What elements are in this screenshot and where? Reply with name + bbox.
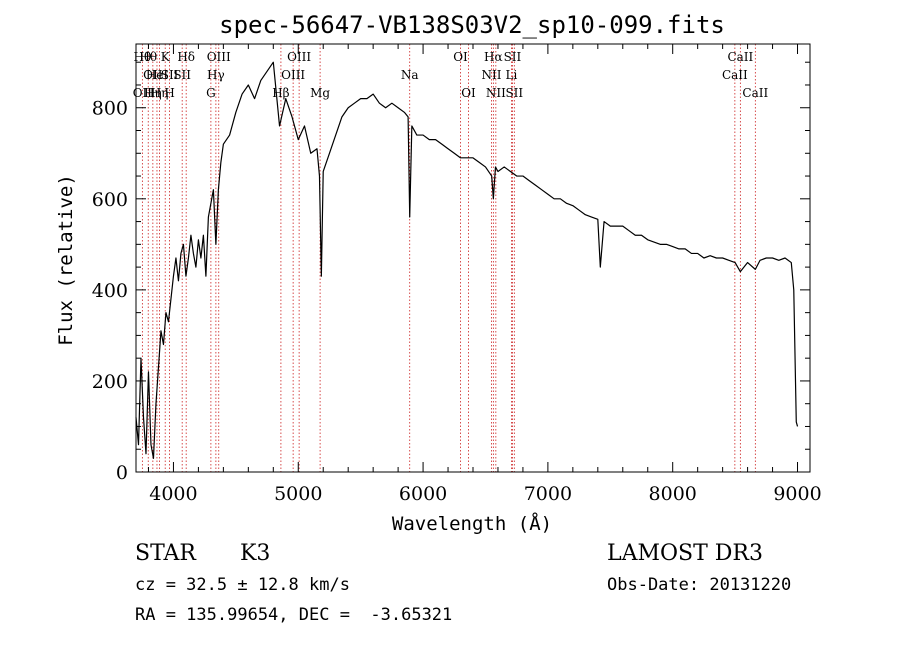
line-marker-label: Mg (310, 86, 330, 100)
line-marker-label: NII (481, 68, 501, 82)
line-marker-label: SII (505, 86, 523, 100)
line-marker-label: SII (161, 68, 179, 82)
y-tick-label: 200 (92, 371, 128, 393)
line-marker-label: Na (401, 68, 419, 82)
line-marker-label: G (206, 86, 216, 100)
line-marker-label: Hθ (139, 50, 157, 64)
line-marker-label: Hη (151, 86, 169, 100)
line-marker-label: OIII (287, 50, 311, 64)
line-marker-label: Hα (484, 50, 503, 64)
line-marker-label: CaII (722, 68, 748, 82)
line-marker-label: NII (486, 86, 506, 100)
flux-line (135, 61, 799, 459)
y-tick-label: 600 (92, 189, 128, 211)
x-tick-label: 7000 (524, 483, 572, 505)
line-marker-label: OI (461, 86, 476, 100)
line-marker-label: SII (504, 50, 522, 64)
flux-series (135, 61, 799, 459)
x-tick-label: 4000 (149, 483, 197, 505)
y-tick-label: 800 (92, 98, 128, 120)
obs-date-label: Obs-Date: 20131220 (607, 575, 791, 595)
line-marker-label: OII (143, 68, 163, 82)
line-marker-label: Hβ (272, 86, 289, 100)
survey-label: LAMOST DR3 (607, 541, 763, 566)
line-marker-label: K (161, 50, 171, 64)
x-tick-label: 6000 (399, 483, 447, 505)
line-marker-label: Hγ (207, 68, 225, 82)
x-tick-label: 9000 (773, 483, 821, 505)
x-tick-label: 8000 (649, 483, 697, 505)
line-marker-label: SII (173, 68, 191, 82)
marker-labels: HθOIIHθOIIHηHeIHηKSIIHSIIHδGHγOIIIHβOIII… (133, 50, 769, 100)
line-marker-label: Hδ (177, 50, 195, 64)
line-marker-label: CaII (727, 50, 753, 64)
line-marker-label: H (164, 86, 174, 100)
line-markers (141, 44, 756, 472)
object-subclass: K3 (240, 541, 270, 566)
x-axis-label: Wavelength (Å) (392, 512, 552, 535)
coordinates-label: RA = 135.99654, DEC = -3.65321 (135, 605, 452, 625)
y-axis: 0 200 400 600 800 (92, 61, 810, 484)
chart-title: spec-56647-VB138S03V2_sp10-099.fits (219, 11, 725, 39)
line-marker-label: OII (133, 86, 153, 100)
y-tick-label: 400 (92, 280, 128, 302)
redshift-label: cz = 32.5 ± 12.8 km/s (135, 575, 350, 595)
line-marker-label: OIII (281, 68, 305, 82)
x-tick-label: 5000 (274, 483, 322, 505)
x-axis: 4000 5000 6000 7000 8000 9000 (147, 44, 822, 505)
line-marker-label: Hθ (134, 50, 152, 64)
line-marker-label: HeI (146, 68, 169, 82)
line-marker-label: CaII (742, 86, 768, 100)
line-marker-label: Hη (144, 86, 162, 100)
line-marker-label: OI (453, 50, 468, 64)
object-class: STAR (135, 541, 197, 566)
line-marker-label: Li (506, 68, 518, 82)
line-marker-label: OIII (207, 50, 231, 64)
y-axis-label: Flux (relative) (55, 174, 77, 346)
y-tick-label: 0 (116, 462, 128, 484)
